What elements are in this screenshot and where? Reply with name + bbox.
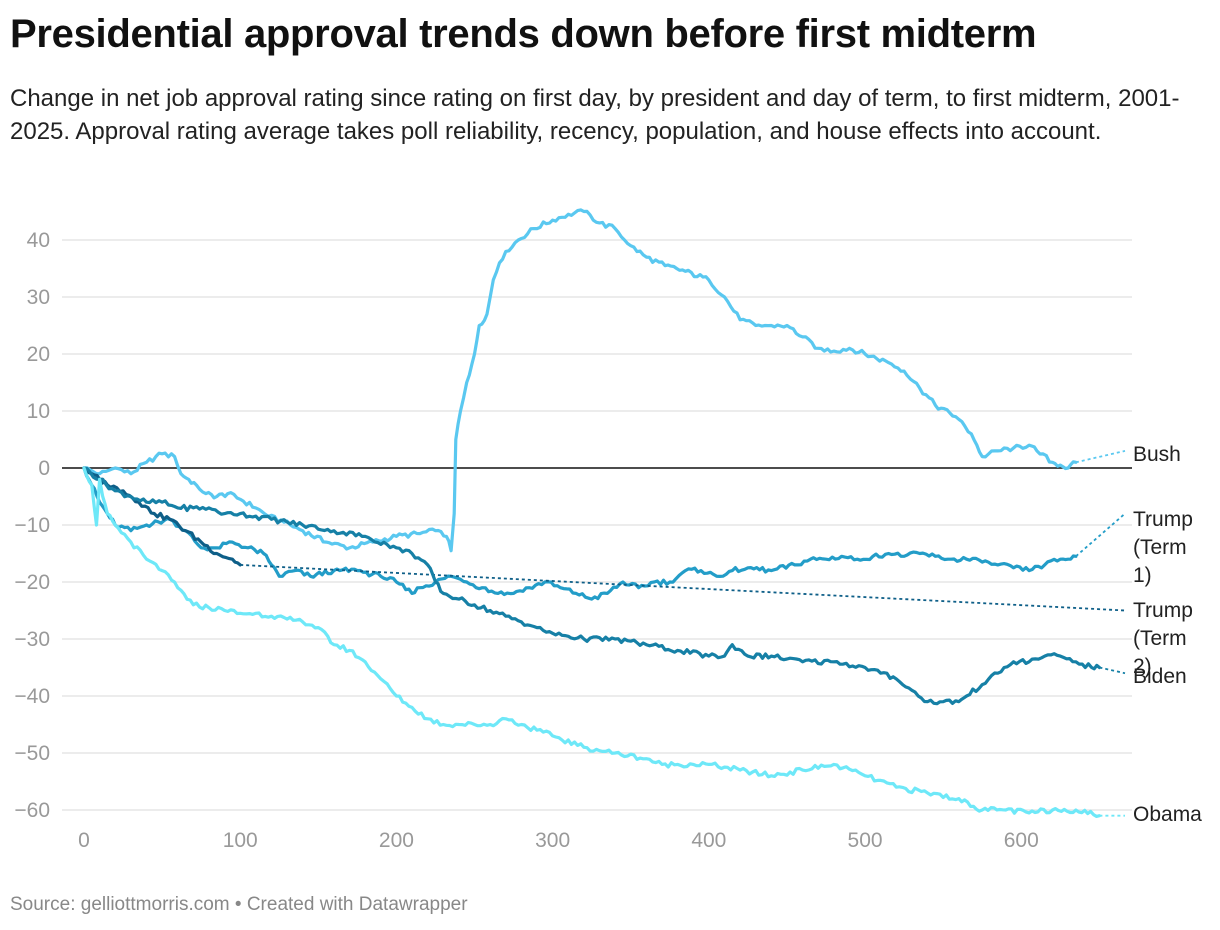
chart-subtitle: Change in net job approval rating since … bbox=[10, 85, 1180, 145]
y-tick-label: −40 bbox=[14, 685, 50, 708]
series-labels: Bush Trump (Term 1) Trump (Term 2)Biden Obama bbox=[1133, 443, 1202, 826]
x-axis-ticks: 0 100 200 300 400 500 600 bbox=[78, 829, 1039, 852]
y-tick-label: −60 bbox=[14, 799, 50, 822]
y-tick-label: −50 bbox=[14, 742, 50, 765]
y-tick-label: 10 bbox=[27, 400, 50, 423]
series-connector bbox=[240, 564, 1126, 612]
series-connector bbox=[1075, 512, 1126, 557]
series-connector bbox=[1075, 450, 1126, 464]
source-footer: Source: gelliottmorris.com • Created wit… bbox=[10, 894, 468, 915]
y-axis-ticks: 40 30 20 10 0 −10 −20 −30 −40 −50 −60 bbox=[14, 229, 50, 822]
y-tick-label: −10 bbox=[14, 514, 50, 537]
series-line-bush bbox=[82, 208, 1078, 553]
series-lines bbox=[82, 208, 1126, 818]
series-label: Biden bbox=[1133, 665, 1187, 688]
y-tick-label: 20 bbox=[27, 343, 50, 366]
y-tick-label: −20 bbox=[14, 571, 50, 594]
series-line-trump-term-1- bbox=[82, 466, 1078, 601]
x-tick-label: 300 bbox=[535, 829, 570, 852]
x-tick-label: 500 bbox=[848, 829, 883, 852]
series-line-obama bbox=[82, 466, 1101, 818]
x-tick-label: 200 bbox=[379, 829, 414, 852]
y-tick-label: 30 bbox=[27, 286, 50, 309]
x-tick-label: 100 bbox=[223, 829, 258, 852]
x-tick-label: 0 bbox=[78, 829, 90, 852]
grid-lines bbox=[62, 239, 1132, 811]
series-label: Bush bbox=[1133, 443, 1181, 466]
series-connector bbox=[1099, 666, 1126, 675]
series-label: Obama bbox=[1133, 803, 1202, 826]
series-label: Trump (Term 2) bbox=[1133, 599, 1193, 678]
y-tick-label: 40 bbox=[27, 229, 50, 252]
x-tick-label: 400 bbox=[691, 829, 726, 852]
y-tick-label: −30 bbox=[14, 628, 50, 651]
series-label: Trump (Term 1) bbox=[1133, 508, 1193, 587]
x-tick-label: 600 bbox=[1004, 829, 1039, 852]
chart-title: Presidential approval trends down before… bbox=[10, 12, 1037, 56]
series-line-biden bbox=[82, 466, 1101, 706]
y-tick-label: 0 bbox=[38, 457, 50, 480]
